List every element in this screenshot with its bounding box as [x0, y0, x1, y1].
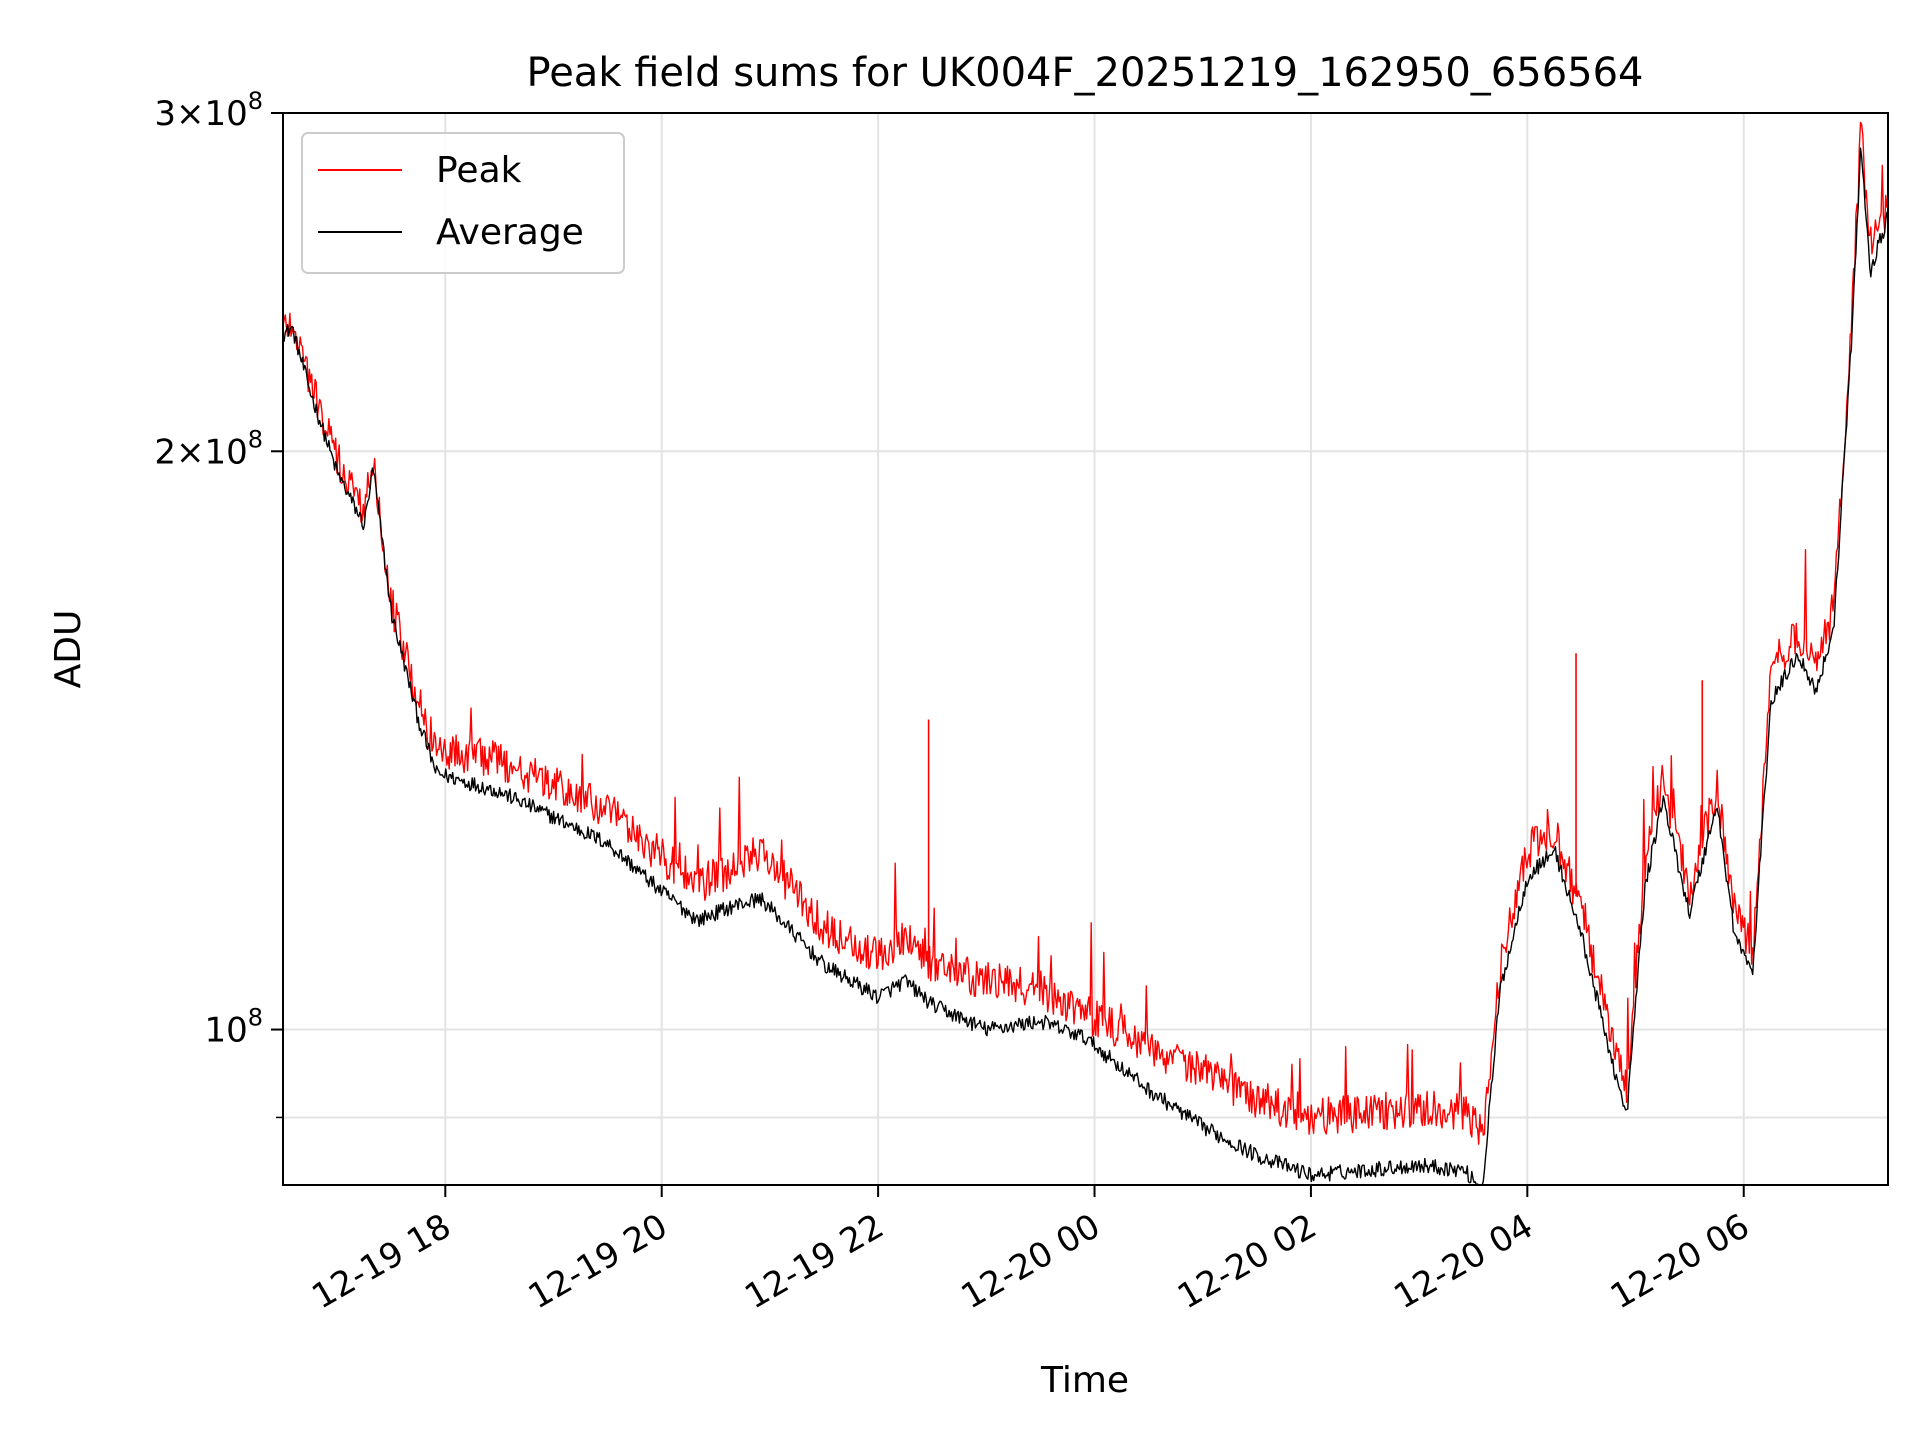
- y-axis: 3×108 2×108 108: [154, 87, 283, 1119]
- y-tick-label: 3×108: [154, 87, 263, 134]
- series-line-peak: [282, 121, 1889, 1145]
- grid-lines: [283, 112, 1888, 1185]
- legend-label-peak: Peak: [436, 150, 522, 191]
- plot-frame: [282, 112, 1889, 1186]
- chart-title: Peak field sums for UK004F_20251219_1629…: [527, 50, 1644, 96]
- legend-box: [301, 132, 625, 274]
- legend-label-average: Average: [436, 212, 584, 253]
- y-tick-label: 108: [204, 1004, 263, 1051]
- series-layer: [282, 121, 1889, 1186]
- y-tick-label: 2×108: [154, 425, 263, 472]
- series-line-average: [282, 147, 1889, 1186]
- legend: Peak Average: [301, 132, 625, 274]
- y-axis-label: ADU: [48, 610, 89, 689]
- x-axis-label: Time: [1040, 1360, 1129, 1401]
